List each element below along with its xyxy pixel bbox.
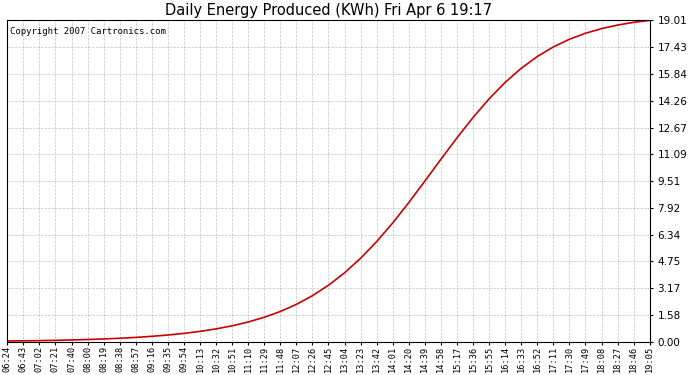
Title: Daily Energy Produced (KWh) Fri Apr 6 19:17: Daily Energy Produced (KWh) Fri Apr 6 19… bbox=[165, 3, 492, 18]
Text: Copyright 2007 Cartronics.com: Copyright 2007 Cartronics.com bbox=[10, 27, 166, 36]
